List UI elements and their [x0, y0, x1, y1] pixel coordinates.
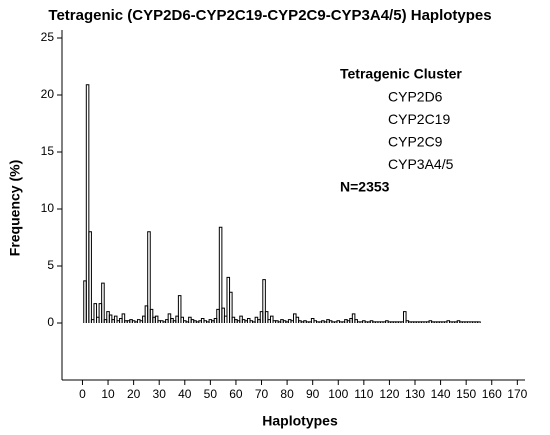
- step-bin: [218, 226, 223, 323]
- step-bin: [93, 303, 98, 323]
- step-bin: [154, 315, 159, 323]
- x-tick-label: 110: [354, 387, 373, 401]
- y-tick-label: 20: [41, 87, 55, 101]
- chart-title: Tetragenic (CYP2D6-CYP2C19-CYP2C9-CYP3A4…: [48, 7, 491, 24]
- legend-item: CYP3A4/5: [388, 156, 454, 172]
- step-bin: [85, 84, 90, 323]
- x-tick-label: 0: [79, 387, 86, 401]
- legend-item: CYP2D6: [388, 89, 443, 105]
- step-bin: [121, 313, 126, 323]
- y-axis-label: Frequency (%): [7, 160, 23, 256]
- x-tick-label: 20: [127, 387, 141, 401]
- x-tick-label: 40: [178, 387, 192, 401]
- x-tick-label: 160: [482, 387, 502, 401]
- step-bin: [88, 231, 92, 323]
- x-tick-label: 70: [255, 387, 269, 401]
- x-tick-label: 80: [280, 387, 294, 401]
- y-tick-label: 25: [41, 30, 55, 44]
- step-bin: [180, 316, 185, 323]
- x-tick-label: 150: [456, 387, 476, 401]
- x-tick-label: 130: [405, 387, 425, 401]
- y-tick-label: 5: [47, 258, 54, 272]
- step-bin: [147, 231, 151, 323]
- x-tick-label: 50: [204, 387, 218, 401]
- legend-item: CYP2C9: [388, 134, 443, 150]
- y-tick-label: 15: [41, 144, 55, 158]
- step-bin: [113, 315, 118, 323]
- x-tick-label: 90: [306, 387, 320, 401]
- step-bin: [177, 295, 182, 323]
- legend-item: CYP2C19: [388, 111, 450, 127]
- x-tick-label: 170: [507, 387, 527, 401]
- x-tick-label: 140: [431, 387, 451, 401]
- y-tick-label: 10: [41, 201, 55, 215]
- step-bin: [264, 311, 269, 323]
- x-tick-label: 120: [379, 387, 399, 401]
- step-bin: [354, 319, 358, 323]
- step-bin: [229, 291, 233, 323]
- legend-title: Tetragenic Cluster: [340, 66, 462, 82]
- step-bin: [108, 314, 113, 323]
- y-tick-label: 0: [47, 315, 54, 329]
- step-bin: [262, 279, 266, 323]
- step-bin: [149, 308, 154, 323]
- x-tick-label: 30: [153, 387, 167, 401]
- step-bin: [351, 313, 356, 323]
- step-bin: [477, 321, 481, 323]
- x-axis-label: Haplotypes: [262, 413, 338, 429]
- step-bin: [402, 311, 407, 323]
- step-bin: [295, 316, 300, 323]
- step-bin: [101, 282, 105, 323]
- step-bin: [269, 315, 274, 323]
- annotation: N=2353: [340, 179, 390, 195]
- x-tick-label: 60: [229, 387, 243, 401]
- x-tick-label: 100: [328, 387, 348, 401]
- x-tick-label: 10: [101, 387, 115, 401]
- step-bin: [221, 307, 225, 323]
